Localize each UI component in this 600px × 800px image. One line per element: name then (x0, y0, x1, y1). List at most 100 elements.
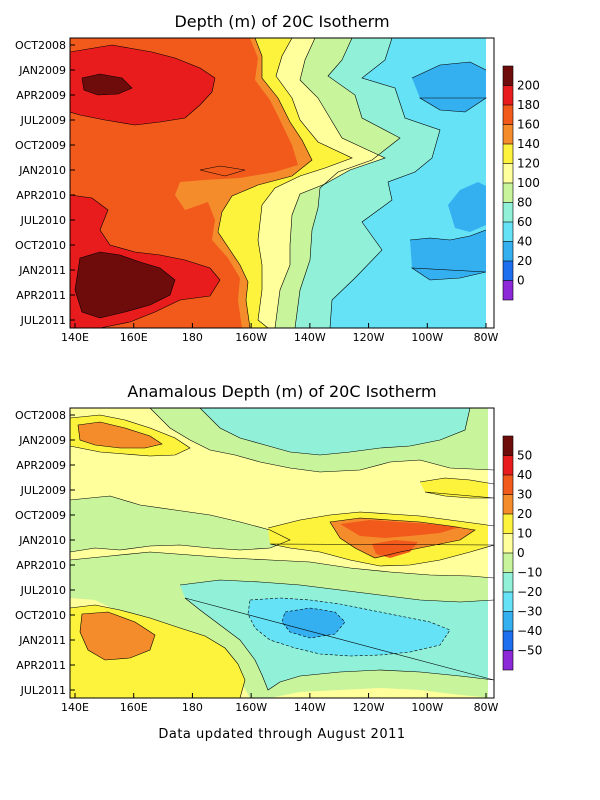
colorbar-swatch (503, 533, 513, 553)
top-level-gt200-b (75, 252, 175, 318)
colorbar-label: 160 (517, 118, 540, 132)
top-level-20-40-b (410, 230, 486, 280)
y-tick-label: JUL2009 (20, 114, 66, 127)
colorbar-swatch (503, 280, 513, 300)
bot-level-20-30-low (80, 612, 155, 660)
colorbar-swatch (503, 631, 513, 651)
y-tick-label: OCT2009 (15, 139, 66, 152)
colorbar-swatch (503, 241, 513, 261)
colorbar-label: 140 (517, 137, 540, 151)
bottom-panel: Anamalous Depth (m) of 20C Isotherm (15, 382, 542, 714)
bot-level-neg20-neg10-band1 (200, 408, 470, 455)
x-tick-label: 100W (411, 701, 443, 714)
colorbar-label: 40 (517, 235, 532, 249)
top-white-edge (486, 38, 494, 328)
x-tick-label: 160E (120, 701, 148, 714)
colorbar-label: 180 (517, 98, 540, 112)
colorbar-swatch (503, 592, 513, 612)
colorbar-swatch (503, 475, 513, 495)
colorbar-swatch (503, 572, 513, 592)
y-tick-label: APR2011 (16, 289, 66, 302)
x-tick-label: 120W (353, 331, 385, 344)
y-tick-label: OCT2009 (15, 509, 66, 522)
colorbar-swatch (503, 436, 513, 456)
y-tick-label: APR2011 (16, 659, 66, 672)
top-contour-field (70, 38, 494, 328)
y-tick-label: JAN2010 (18, 534, 66, 547)
colorbar-label: 50 (517, 449, 532, 463)
colorbar-label: 100 (517, 176, 540, 190)
bot-level-neg10-0-band2 (70, 496, 290, 552)
x-tick-label: 180 (182, 331, 203, 344)
colorbar-swatch (503, 261, 513, 281)
y-tick-label: APR2009 (16, 459, 66, 472)
y-tick-label: JAN2009 (18, 64, 66, 77)
colorbar-label: 40 (517, 468, 532, 482)
x-tick-label: 160W (235, 331, 267, 344)
top-contour-lines (70, 38, 487, 328)
top-level-gt200 (82, 74, 132, 95)
y-tick-label: OCT2008 (15, 39, 66, 52)
colorbar-swatch (503, 105, 513, 125)
y-tick-label: OCT2008 (15, 409, 66, 422)
colorbar-swatch (503, 553, 513, 573)
colorbar-swatch (503, 222, 513, 242)
colorbar-swatch (503, 183, 513, 203)
colorbar-swatch (503, 455, 513, 475)
bottom-axes: 140E 160E 180 160W 140W 120W 100W 80W OCT2008 JAN… (15, 409, 499, 714)
y-tick-label: JAN2010 (18, 164, 66, 177)
top-axes: 140E 160E 180 160W 140W 120W 100W 80W OCT2008 JAN… (15, 39, 499, 344)
bottom-contour-field (70, 408, 494, 698)
bot-level-20-30-top (78, 422, 162, 448)
x-tick-label: 80W (474, 331, 499, 344)
colorbar-label: 0 (517, 274, 525, 288)
bottom-contour-lines (70, 408, 494, 698)
colorbar-label: 20 (517, 254, 532, 268)
colorbar-label: −30 (517, 605, 542, 619)
colorbar-swatch (503, 494, 513, 514)
colorbar-label: 0 (517, 546, 525, 560)
top-panel: Depth (m) of 20C Isotherm (15, 12, 540, 344)
colorbar-label: −10 (517, 566, 542, 580)
x-tick-label: 140W (294, 331, 326, 344)
bot-white-edge (488, 408, 494, 698)
data-update-footer: Data updated through August 2011 (158, 727, 405, 742)
top-plot-frame (69, 37, 495, 329)
y-tick-label: JUL2010 (20, 214, 66, 227)
y-tick-label: OCT2010 (15, 239, 66, 252)
x-tick-label: 160W (235, 701, 267, 714)
colorbar-swatch (503, 66, 513, 86)
x-tick-label: 140W (294, 701, 326, 714)
colorbar-swatch (503, 514, 513, 534)
top-level-20-40 (412, 62, 486, 112)
x-tick-label: 140E (61, 701, 89, 714)
colorbar-swatch (503, 202, 513, 222)
colorbar-swatch (503, 85, 513, 105)
y-tick-label: JUL2011 (20, 314, 66, 327)
colorbar-label: 200 (517, 79, 540, 93)
bottom-plot-frame (69, 407, 495, 699)
y-tick-label: JAN2009 (18, 434, 66, 447)
colorbar-label: 30 (517, 488, 532, 502)
y-tick-label: OCT2010 (15, 609, 66, 622)
x-tick-label: 140E (61, 331, 89, 344)
y-tick-label: JAN2011 (18, 634, 66, 647)
colorbar-swatch (503, 611, 513, 631)
y-tick-label: JAN2011 (18, 264, 66, 277)
x-tick-label: 120W (353, 701, 385, 714)
x-tick-label: 100W (411, 331, 443, 344)
top-level-20-40-c (448, 182, 486, 232)
colorbar-swatch (503, 650, 513, 670)
colorbar-label: −40 (517, 624, 542, 638)
colorbar-label: −50 (517, 644, 542, 658)
x-tick-label: 80W (474, 701, 499, 714)
top-chart-title: Depth (m) of 20C Isotherm (174, 12, 389, 31)
bot-level-30-40-mid (340, 520, 460, 538)
colorbar-swatch (503, 163, 513, 183)
bot-level-neg40-neg30-band3 (282, 608, 345, 638)
bottom-chart-title: Anamalous Depth (m) of 20C Isotherm (127, 382, 436, 401)
colorbar-swatch (503, 144, 513, 164)
colorbar-label: 80 (517, 196, 532, 210)
